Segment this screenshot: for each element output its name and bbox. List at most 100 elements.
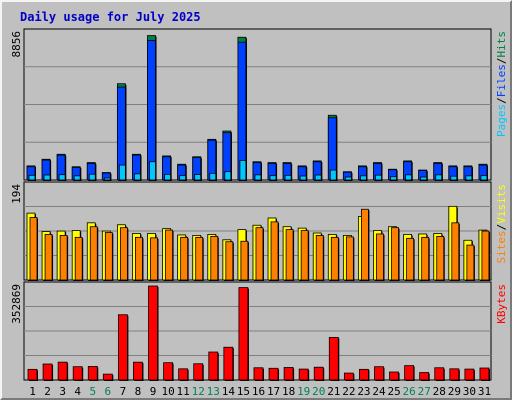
- pages-bar: [329, 169, 337, 181]
- legend-separator: /: [495, 224, 508, 231]
- pages-bar: [465, 175, 473, 181]
- x-tick-label: 25: [387, 385, 400, 398]
- files-bar: [237, 41, 247, 181]
- kbytes-bar: [253, 367, 264, 381]
- x-tick-label: 13: [207, 385, 220, 398]
- x-tick-label: 22: [342, 385, 355, 398]
- pages-bar: [299, 175, 307, 181]
- sites-bar: [421, 236, 430, 281]
- x-tick-label: 15: [237, 385, 250, 398]
- y-axis-max-label: 194: [10, 184, 23, 204]
- x-tick-label: 24: [372, 385, 386, 398]
- pages-bar: [239, 160, 247, 181]
- legend: Pages/Files/Hits: [495, 31, 508, 137]
- kbytes-bar: [328, 336, 339, 381]
- legend: KBytes: [495, 284, 508, 324]
- pages-bar: [88, 173, 96, 181]
- kbytes-bar: [449, 368, 460, 381]
- sites-bar: [195, 236, 204, 281]
- sites-bar: [119, 227, 128, 281]
- pages-bar: [43, 174, 51, 181]
- pages-bar: [344, 176, 352, 181]
- x-tick-label: 19: [297, 385, 310, 398]
- x-tick-label: 28: [433, 385, 446, 398]
- pages-bar: [450, 175, 458, 181]
- kbytes-bar: [359, 368, 369, 381]
- legend-separator: /: [495, 58, 508, 65]
- x-tick-label: 21: [327, 385, 340, 398]
- kbytes-bar: [374, 366, 384, 381]
- sites-bar: [466, 244, 475, 281]
- pages-bar: [179, 175, 187, 181]
- x-tick-label: 14: [222, 385, 236, 398]
- x-tick-label: 4: [74, 385, 81, 398]
- kbytes-bar: [87, 366, 98, 381]
- legend-hits: Hits: [495, 31, 508, 58]
- kbytes-bar: [72, 366, 83, 381]
- legend-kbytes: KBytes: [495, 284, 508, 324]
- sites-bar: [406, 237, 415, 281]
- pages-bar: [73, 175, 81, 181]
- sites-bar: [255, 227, 264, 281]
- kbytes-bar: [223, 346, 234, 381]
- x-tick-label: 31: [478, 385, 491, 398]
- legend-separator: /: [495, 97, 508, 104]
- legend-pages: Pages: [495, 104, 508, 137]
- x-tick-label: 2: [44, 385, 51, 398]
- kbytes-bar: [27, 368, 38, 381]
- sites-bar: [451, 222, 460, 281]
- x-tick-label: 17: [267, 385, 280, 398]
- x-tick-label: 20: [312, 385, 325, 398]
- x-tick-label: 8: [135, 385, 142, 398]
- pages-bar: [194, 174, 202, 181]
- y-axis-max-label: 8856: [10, 31, 23, 58]
- x-tick-label: 1: [29, 385, 36, 398]
- files-bar: [147, 40, 156, 181]
- legend-visits: Visits: [495, 184, 508, 224]
- x-tick-label: 26: [403, 385, 416, 398]
- pages-bar: [149, 161, 156, 181]
- sites-bar: [376, 233, 384, 281]
- y-axis-max-label: 352869: [10, 284, 23, 324]
- pages-bar: [254, 174, 262, 181]
- kbytes-bar: [133, 361, 143, 381]
- pages-bar: [375, 174, 382, 181]
- sites-bar: [436, 235, 445, 281]
- sites-bar: [315, 235, 324, 281]
- sites-bar: [361, 208, 369, 281]
- kbytes-bar: [208, 351, 219, 381]
- kbytes-bar: [343, 372, 354, 381]
- kbytes-bar: [434, 367, 445, 381]
- legend-sites: Sites: [495, 230, 508, 263]
- sites-bar: [240, 240, 249, 281]
- sites-bar: [300, 230, 309, 281]
- x-tick-label: 6: [105, 385, 112, 398]
- chart-title: Daily usage for July 2025: [20, 10, 201, 24]
- sites-bar: [104, 232, 113, 281]
- x-tick-label: 3: [59, 385, 66, 398]
- x-tick-label: 11: [177, 385, 190, 398]
- pages-bar: [118, 164, 126, 181]
- x-tick-label: 9: [150, 385, 157, 398]
- kbytes-bar: [283, 367, 294, 381]
- pages-bar: [209, 172, 217, 181]
- sites-bar: [391, 227, 399, 281]
- pages-bar: [420, 176, 428, 181]
- sites-bar: [29, 217, 38, 281]
- x-tick-label: 30: [463, 385, 476, 398]
- sites-bar: [74, 236, 83, 281]
- pages-bar: [390, 176, 397, 181]
- pages-bar: [134, 173, 141, 181]
- kbytes-bar: [313, 366, 324, 381]
- x-tick-label: 23: [357, 385, 370, 398]
- sites-bar: [481, 230, 490, 281]
- x-tick-label: 29: [448, 385, 461, 398]
- sites-bar: [44, 234, 53, 281]
- sites-bar: [270, 221, 279, 281]
- sites-bar: [345, 236, 354, 281]
- x-tick-label: 5: [89, 385, 96, 398]
- sites-bar: [285, 229, 294, 281]
- pages-bar: [480, 175, 488, 181]
- kbytes-bar: [389, 371, 399, 381]
